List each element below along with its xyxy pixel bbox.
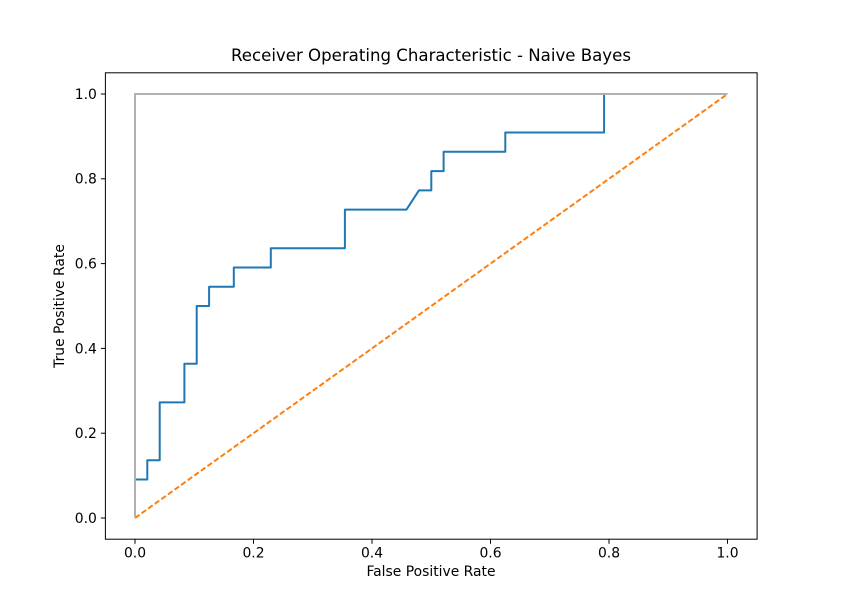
- x-axis-tick-label: 0.4: [361, 546, 383, 562]
- axes-spines: [104, 72, 758, 540]
- y-axis-tick-label: 0.0: [75, 511, 97, 527]
- y-axis-tick-label: 0.2: [75, 426, 97, 442]
- x-axis-tick-label: 0.2: [242, 546, 264, 562]
- perfect-classifier-line: [134, 93, 728, 518]
- roc-curve-line: [134, 93, 728, 518]
- x-axis-tick-label: 0.0: [124, 546, 146, 562]
- chart-title: Receiver Operating Characteristic - Naiv…: [231, 46, 631, 65]
- x-axis-tick-label: 1.0: [716, 546, 738, 562]
- x-axis-tick-label: 0.6: [479, 546, 501, 562]
- y-axis-label: True Positive Rate: [52, 244, 68, 368]
- y-axis-tick-label: 0.8: [75, 172, 97, 188]
- y-axis-tick-label: 0.4: [75, 341, 97, 357]
- chance-diagonal-line: [134, 93, 729, 519]
- x-axis-label: False Positive Rate: [366, 564, 496, 580]
- y-axis-tick-label: 0.6: [75, 257, 97, 273]
- x-axis-tick-label: 0.8: [598, 546, 620, 562]
- y-axis-tick-label: 1.0: [75, 87, 97, 103]
